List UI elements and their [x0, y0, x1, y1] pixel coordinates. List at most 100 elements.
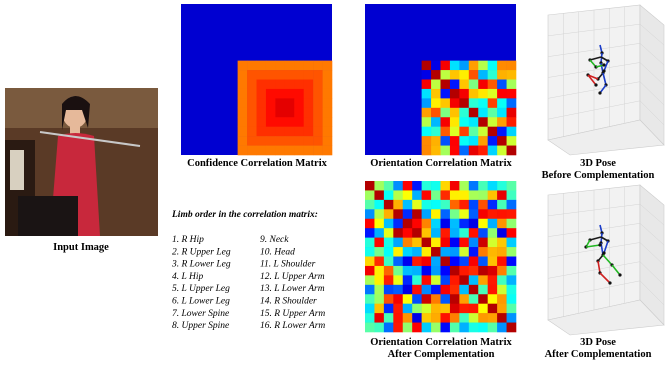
matrix-cell: [459, 146, 469, 156]
matrix-cell: [384, 304, 394, 314]
matrix-cell: [441, 219, 451, 229]
matrix-cell: [412, 323, 422, 333]
matrix-cell: [459, 238, 469, 248]
matrix-cell: [266, 108, 276, 118]
limb-item: 2. R Upper Leg: [172, 247, 231, 257]
matrix-cell: [247, 146, 257, 156]
matrix-cell: [478, 89, 488, 99]
matrix-cell: [450, 98, 460, 108]
matrix-cell: [266, 127, 276, 137]
matrix-cell: [365, 209, 375, 219]
pose-plot: [548, 185, 664, 335]
matrix-cell: [323, 146, 333, 156]
matrix-cell: [294, 136, 304, 146]
joint: [598, 91, 601, 94]
matrix-cell: [459, 70, 469, 80]
matrix-cell: [403, 247, 413, 257]
matrix-cell: [374, 304, 384, 314]
matrix-cell: [422, 80, 432, 90]
matrix-cell: [450, 266, 460, 276]
matrix-cell: [365, 275, 375, 285]
joint: [608, 281, 611, 284]
matrix-cell: [422, 117, 432, 127]
limb-item: 15. R Upper Arm: [260, 309, 325, 319]
matrix-cell: [459, 275, 469, 285]
matrix-cell: [257, 117, 267, 127]
orientation-matrix-after: [365, 181, 516, 332]
matrix-cell: [507, 70, 517, 80]
matrix-cell: [478, 209, 488, 219]
matrix-cell: [403, 228, 413, 238]
joint: [602, 69, 605, 72]
matrix-cell: [285, 89, 295, 99]
matrix-cell: [441, 285, 451, 295]
matrix-cell: [478, 266, 488, 276]
matrix-cell: [507, 200, 517, 210]
matrix-cell: [313, 127, 323, 137]
matrix-cell: [412, 238, 422, 248]
matrix-cell: [478, 200, 488, 210]
matrix-cell: [384, 313, 394, 323]
limb-item: 1. R Hip: [172, 235, 204, 245]
caption: Orientation Correlation Matrix: [370, 158, 512, 169]
matrix-cell: [507, 228, 517, 238]
matrix-cell: [478, 323, 488, 333]
matrix-cell: [403, 304, 413, 314]
matrix-cell: [374, 285, 384, 295]
matrix-cell: [393, 304, 403, 314]
matrix-cell: [507, 209, 517, 219]
matrix-cell: [459, 294, 469, 304]
matrix-cell: [450, 304, 460, 314]
matrix-cell: [488, 70, 498, 80]
matrix-cell: [412, 275, 422, 285]
matrix-cell: [459, 117, 469, 127]
matrix-cell: [431, 304, 441, 314]
matrix-cell: [459, 181, 469, 191]
matrix-cell: [507, 127, 517, 137]
matrix-cell: [478, 146, 488, 156]
matrix-cell: [469, 285, 479, 295]
matrix-cell: [488, 285, 498, 295]
matrix-cell: [393, 209, 403, 219]
matrix-cell: [422, 304, 432, 314]
matrix-cell: [478, 190, 488, 200]
matrix-cell: [459, 313, 469, 323]
matrix-cell: [365, 181, 375, 191]
limb-list: 1. R Hip2. R Upper Leg3. R Lower Leg4. L…: [171, 235, 325, 331]
matrix-cell: [266, 117, 276, 127]
matrix-cell: [431, 275, 441, 285]
matrix-cell: [459, 61, 469, 71]
matrix-cell: [403, 313, 413, 323]
matrix-cell: [441, 238, 451, 248]
matrix-cell: [247, 70, 257, 80]
matrix-cell: [441, 98, 451, 108]
matrix-cell: [450, 313, 460, 323]
matrix-cell: [450, 228, 460, 238]
matrix-cell: [431, 200, 441, 210]
matrix-cell: [275, 117, 285, 127]
matrix-cell: [469, 323, 479, 333]
matrix-cell: [412, 257, 422, 267]
matrix-cell: [304, 89, 314, 99]
matrix-cell: [488, 275, 498, 285]
matrix-cell: [422, 209, 432, 219]
matrix-cell: [393, 266, 403, 276]
matrix-cell: [488, 181, 498, 191]
matrix-cell: [431, 61, 441, 71]
matrix-cell: [441, 80, 451, 90]
matrix-cell: [441, 200, 451, 210]
matrix-cell: [469, 247, 479, 257]
matrix-cell: [478, 117, 488, 127]
matrix-cell: [422, 89, 432, 99]
matrix-cell: [450, 247, 460, 257]
matrix-cell: [238, 117, 248, 127]
matrix-cell: [374, 209, 384, 219]
matrix-cell: [422, 146, 432, 156]
matrix-cell: [412, 285, 422, 295]
matrix-cell: [469, 70, 479, 80]
joint: [602, 251, 605, 254]
matrix-cell: [450, 61, 460, 71]
matrix-cell: [323, 108, 333, 118]
matrix-cell: [488, 200, 498, 210]
matrix-cell: [431, 181, 441, 191]
